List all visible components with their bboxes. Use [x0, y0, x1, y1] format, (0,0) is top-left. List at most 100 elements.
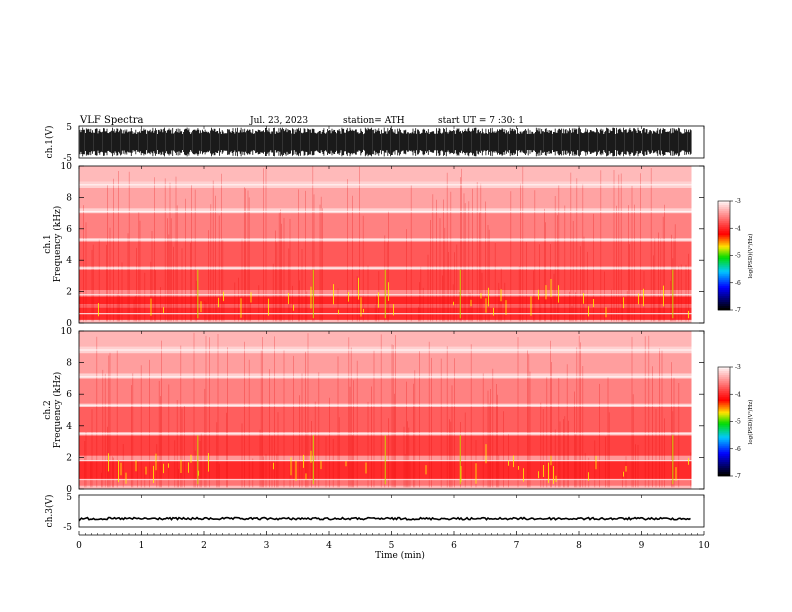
ch2-colorbar-cell-43 [718, 453, 730, 457]
ch1-colorbar-cell-45 [718, 291, 730, 295]
ch2-colorbar-cell-5 [718, 377, 730, 380]
ch2-colorbar-cell-15 [718, 397, 730, 400]
ch2-colorbar-cell-53 [718, 473, 730, 477]
ch1-spec-ytick-label-2: 4 [66, 256, 72, 266]
ch2-colorbar-cell-39 [718, 445, 730, 449]
time-tick-label-7: 7 [514, 541, 520, 551]
ch2-colorbar-tick-label-0: -3 [735, 364, 741, 371]
ch2-colorbar-cell-11 [718, 389, 730, 392]
ch2-colorbar-cell-33 [718, 433, 730, 436]
ch1-colorbar-cell-34 [718, 269, 730, 272]
ch1-colorbar-cell-43 [718, 287, 730, 291]
ch2-colorbar-cell-3 [718, 373, 730, 376]
ch1-colorbar-label: log(PSD)(V²/Hz) [747, 234, 754, 279]
ch1-spec-band-0 [79, 319, 692, 323]
ch2-colorbar-cell-49 [718, 465, 730, 469]
ch1-spec-ytick-label-0: 0 [66, 319, 72, 329]
ch1-ytick-top: 5 [66, 123, 72, 133]
ch2-spec-streaks [84, 332, 692, 488]
ch2-colorbar-cell-30 [718, 427, 730, 430]
ch1-colorbar-cell-28 [718, 257, 730, 260]
ch1-colorbar: -3 -4 -5 -6 -7 log(PSD)(V²/Hz) [717, 198, 754, 314]
header-date: Jul. 23, 2023 [249, 116, 308, 126]
ch2-colorbar-cell-42 [718, 451, 730, 455]
ch1-waveform-panel: 5 -5 ch.1(V) [44, 123, 705, 164]
ch2-colorbar-cell-19 [718, 405, 730, 408]
ch2-colorbar-cell-48 [718, 463, 730, 467]
ch1-colorbar-cell-48 [718, 297, 730, 301]
ch1-colorbar-cell-39 [718, 279, 730, 283]
ch1-waveform-trace [79, 127, 692, 157]
ch2-colorbar-tick-label-3: -6 [735, 446, 741, 453]
ch1-colorbar-cell-51 [718, 303, 730, 307]
ch2-colorbar-cell-40 [718, 447, 730, 451]
ch1-colorbar-cell-33 [718, 267, 730, 270]
time-tick-label-9: 9 [639, 541, 645, 551]
ch1-spectrogram-panel: 0 2 4 6 8 10 ch.1 Frequency (kHz) [43, 162, 705, 329]
ch2-spec-band-12 [79, 331, 692, 347]
ch1-colorbar-cell-31 [718, 263, 730, 266]
ch1-colorbar-cell-13 [718, 227, 730, 230]
ch2-colorbar-gradient [718, 367, 730, 477]
header-station: station= ATH [343, 116, 405, 126]
ch1-colorbar-cell-35 [718, 271, 730, 274]
ch2-spec-band-10 [79, 353, 692, 374]
ch1-spec-ytick-label-3: 6 [66, 225, 72, 235]
ch2-spectrogram-yticks: 0 2 4 6 8 10 [61, 327, 704, 495]
ch2-colorbar-cell-22 [718, 411, 730, 414]
ch1-colorbar-cell-52 [718, 305, 730, 309]
ch1-spec-bright-flecks [98, 277, 689, 319]
ch1-colorbar-cell-44 [718, 289, 730, 293]
ch2-colorbar-cell-25 [718, 417, 730, 420]
ch1-spec-band-13 [79, 166, 692, 182]
ch1-colorbar-cell-24 [718, 249, 730, 252]
ch1-colorbar-cell-19 [718, 239, 730, 242]
ch2-spec-ytick-label-1: 2 [66, 453, 72, 463]
ch2-colorbar-cell-29 [718, 425, 730, 428]
ch1-colorbar-cell-36 [718, 273, 730, 276]
ch2-colorbar-cell-26 [718, 419, 730, 422]
ch1-colorbar-cell-20 [718, 241, 730, 244]
ch1-spec-ytick-label-5: 10 [61, 162, 73, 172]
time-tick-label-4: 4 [326, 541, 332, 551]
ch1-channel-label: ch.1 [43, 234, 53, 253]
ch1-colorbar-cell-25 [718, 251, 730, 254]
ch2-spec-band-6 [79, 406, 692, 433]
time-tick-label-1: 1 [139, 541, 145, 551]
ch2-colorbar-cell-52 [718, 471, 730, 475]
time-tick-label-5: 5 [389, 541, 395, 551]
ch1-colorbar-cell-26 [718, 253, 730, 256]
ch2-colorbar-cell-20 [718, 407, 730, 410]
ch1-colorbar-cell-12 [718, 225, 730, 228]
ch2-colorbar-cell-41 [718, 449, 730, 453]
ch1-ytick-bottom: -5 [63, 154, 72, 164]
ch1-colorbar-cell-38 [718, 277, 730, 281]
ch2-colorbar-cell-16 [718, 399, 730, 402]
ch2-colorbar-cell-6 [718, 379, 730, 382]
ch1-colorbar-cell-10 [718, 221, 730, 224]
ch2-colorbar-cell-51 [718, 469, 730, 473]
ch1-colorbar-cell-6 [718, 213, 730, 216]
ch2-colorbar-label: log(PSD)(V²/Hz) [747, 400, 754, 445]
ch1-colorbar-cell-47 [718, 295, 730, 299]
ch2-colorbar-ticks: -3 -4 -5 -6 -7 [730, 364, 741, 480]
ch2-spec-ytick-label-0: 0 [66, 485, 72, 495]
ch2-colorbar-cell-35 [718, 437, 730, 440]
time-tick-label-6: 6 [451, 541, 457, 551]
ch3-waveform-trace [79, 516, 691, 522]
ch1-colorbar-tick-label-1: -4 [735, 225, 741, 232]
time-tick-label-10: 10 [698, 541, 710, 551]
ch2-colorbar-cell-12 [718, 391, 730, 394]
ch1-colorbar-cell-27 [718, 255, 730, 258]
ch1-colorbar-cell-16 [718, 233, 730, 236]
ch2-colorbar-cell-34 [718, 435, 730, 438]
ch1-colorbar-tick-label-4: -7 [735, 307, 741, 314]
ch1-colorbar-cell-21 [718, 243, 730, 246]
ch3-ytick-top: 5 [66, 493, 72, 503]
ch2-colorbar-cell-21 [718, 409, 730, 412]
ch1-colorbar-tick-label-3: -6 [735, 280, 741, 287]
time-axis-label: Time (min) [375, 550, 425, 561]
ch2-colorbar-cell-50 [718, 467, 730, 471]
ch2-colorbar-cell-38 [718, 443, 730, 447]
ch2-colorbar-cell-31 [718, 429, 730, 432]
